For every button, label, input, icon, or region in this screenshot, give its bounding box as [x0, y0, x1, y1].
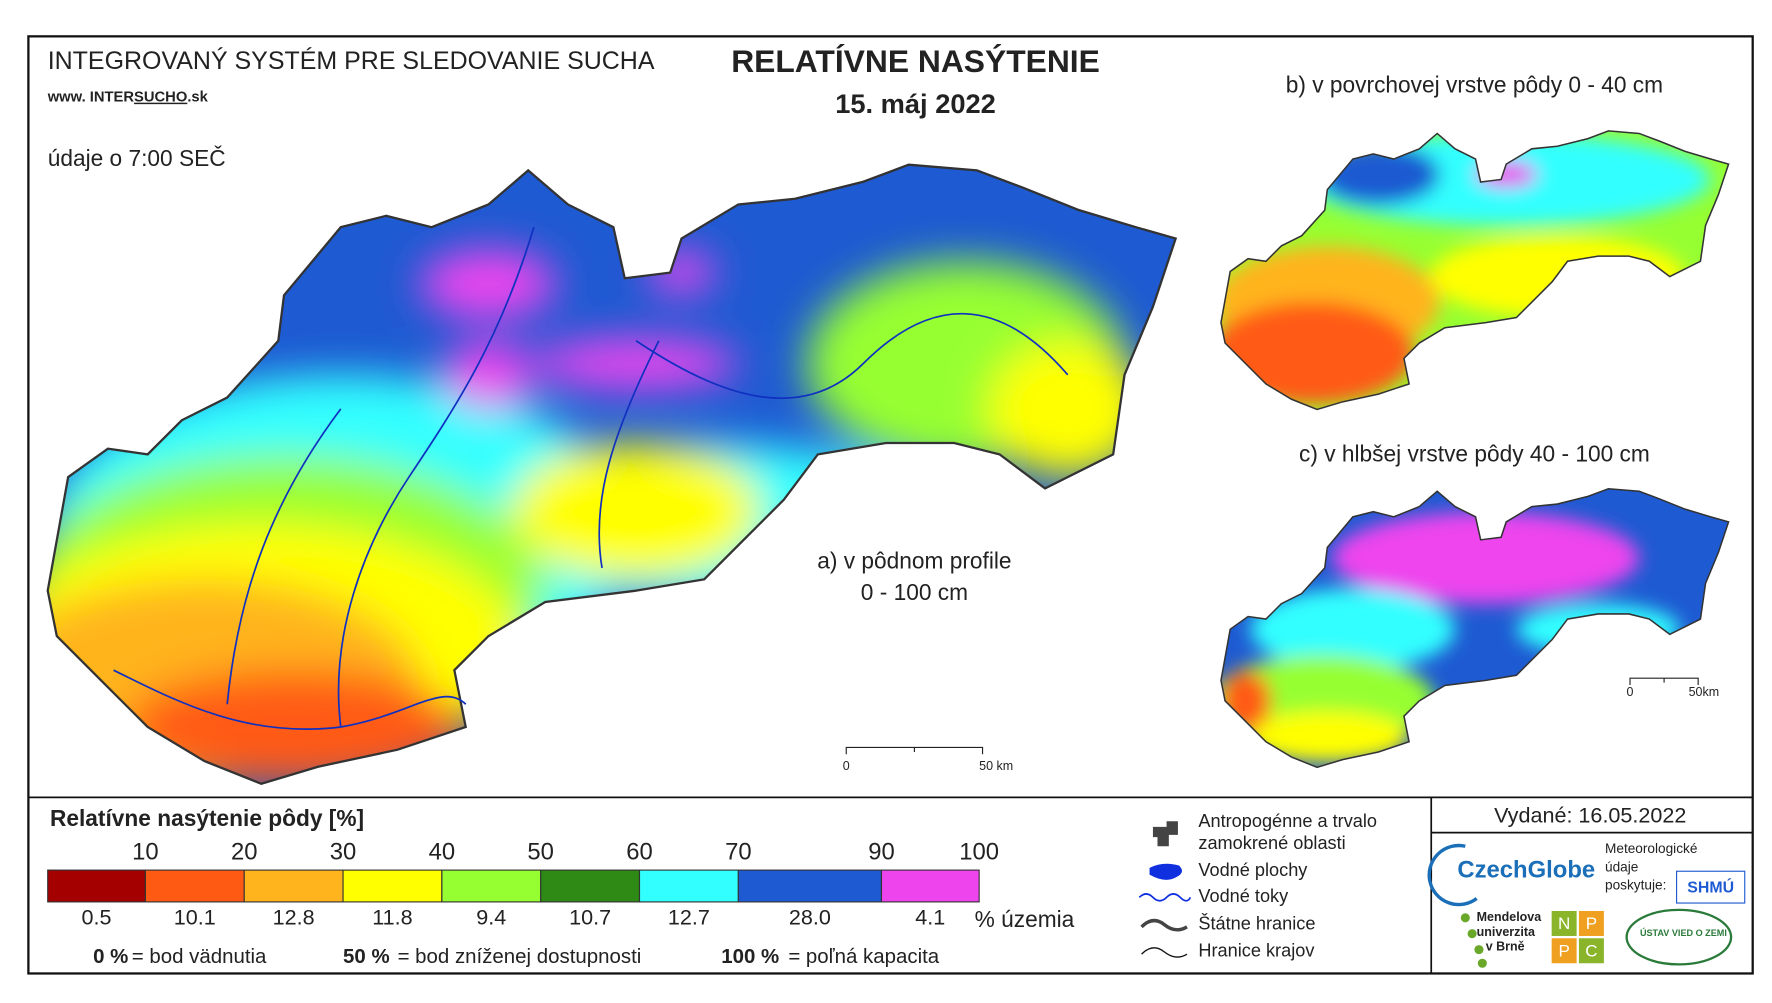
note-key: 50 %	[343, 945, 390, 968]
map-a-label: 0 - 100 cm	[861, 579, 968, 605]
rivers	[113, 226, 1069, 731]
logo-uvz: ÚSTAV VIED O ZEMI	[1640, 927, 1727, 938]
scale-label: 0	[1627, 685, 1634, 699]
legend-swatch	[47, 869, 146, 903]
legend-title: Relatívne nasýtenie pôdy [%]	[50, 805, 364, 831]
map-a-label: a) v pôdnom profile	[817, 547, 1011, 573]
map-b-label: b) v povrchovej vrstve pôdy 0 - 40 cm	[1286, 71, 1663, 97]
legend-swatch	[441, 869, 542, 903]
legend-swatch	[880, 869, 980, 903]
logo-shmu-box	[1676, 870, 1746, 904]
symbol-icon	[1141, 947, 1188, 958]
system-title: INTEGROVANÝ SYSTÉM PRE SLEDOVANIE SUCHA	[48, 46, 655, 75]
symbol-label: Vodné plochy	[1198, 860, 1308, 880]
logo-czechglobe: CzechGlobe	[1457, 857, 1595, 884]
logo-arc	[1427, 843, 1478, 907]
note-text: = poľná kapacita	[788, 945, 939, 968]
symbol-label: Hranice krajov	[1198, 941, 1315, 961]
legend-threshold: 90	[868, 838, 895, 865]
legend-swatch	[540, 869, 641, 903]
logo-letter: N	[1558, 914, 1570, 933]
symbol-icon	[1149, 863, 1182, 880]
note-text: = bod vädnutia	[132, 945, 267, 968]
share-unit: % územia	[975, 906, 1075, 932]
logo-mendel: univerzita	[1477, 925, 1536, 939]
legend-threshold: 70	[725, 838, 752, 865]
legend-threshold: 100	[959, 838, 999, 865]
logo-meteo: údaje	[1605, 859, 1638, 874]
legend: 0.5 10.1 12.8 11.8 9.4 10.7 12.7 28.0 4.1 10 20 30 4…	[47, 838, 999, 930]
symbol-icon	[1152, 821, 1178, 847]
symbol-icon	[1138, 893, 1192, 902]
symbol-legend: Antropogénne a trvalo zamokrené oblasti …	[1138, 811, 1377, 961]
legend-share: 10.7	[569, 905, 611, 930]
scale-bar	[1629, 677, 1699, 685]
legend-swatch	[144, 869, 245, 903]
symbol-label: Antropogénne a trvalo	[1198, 811, 1377, 831]
symbol-label: Vodné toky	[1198, 886, 1289, 906]
note-key: 0 %	[93, 945, 128, 968]
scale-bar	[845, 746, 984, 755]
map-a	[47, 164, 1176, 784]
url-part: .sk	[187, 90, 208, 106]
legend-share: 12.8	[273, 905, 315, 930]
logo-shmu: SHMÚ	[1687, 877, 1734, 896]
legend-threshold: 20	[231, 838, 258, 865]
legend-threshold: 50	[527, 838, 554, 865]
logo-mendel: Mendelova	[1477, 910, 1543, 924]
logo-letter: P	[1586, 914, 1597, 933]
legend-threshold: 40	[429, 838, 456, 865]
logo-mendel-dots	[1460, 913, 1487, 968]
scale-label: 0	[843, 759, 850, 773]
url-part: www. INTER	[47, 90, 135, 106]
map-c	[1220, 487, 1730, 769]
url: www. INTERSUCHO.sk	[47, 90, 209, 106]
logo-letter: C	[1585, 941, 1597, 960]
map-c-label: c) v hlbšej vrstve pôdy 40 - 100 cm	[1299, 440, 1650, 466]
scale-label: 50km	[1689, 685, 1720, 699]
symbol-label: Štátne hranice	[1198, 912, 1315, 933]
logo-uvz-ring	[1625, 908, 1733, 966]
legend-threshold: 10	[132, 838, 159, 865]
time-note: údaje o 7:00 SEČ	[48, 145, 226, 171]
logo-nppc: N P P C	[1551, 910, 1604, 964]
frame	[27, 35, 1754, 975]
symbol-label: zamokrené oblasti	[1198, 833, 1345, 853]
legend-share: 10.1	[174, 905, 216, 930]
note-text: = bod zníženej dostupnosti	[398, 945, 642, 968]
logo-meteo: Meteorologické	[1605, 841, 1697, 856]
logo-letter: P	[1558, 941, 1569, 960]
date: 15. máj 2022	[835, 88, 996, 119]
legend-notes: 0 % = bod vädnutia 50 % = bod zníženej d…	[93, 945, 940, 968]
legend-share: 12.7	[668, 905, 710, 930]
symbol-icon	[1140, 918, 1188, 932]
legend-swatch	[737, 869, 883, 903]
map-b	[1220, 130, 1730, 411]
logo-meteo: poskytuje:	[1605, 878, 1666, 893]
legend-share: 4.1	[915, 905, 945, 930]
legend-swatch	[638, 869, 739, 903]
legend-share: 0.5	[82, 905, 112, 930]
url-part: SUCHO	[134, 90, 187, 106]
legend-threshold: 30	[330, 838, 357, 865]
note-key: 100 %	[721, 945, 779, 968]
legend-swatch	[243, 869, 344, 903]
legend-share: 28.0	[789, 905, 831, 930]
issued: Vydané: 16.05.2022	[1494, 802, 1686, 827]
legend-share: 11.8	[372, 905, 412, 930]
legend-threshold: 60	[626, 838, 653, 865]
scale-label: 50 km	[979, 759, 1013, 773]
legend-share: 9.4	[476, 905, 506, 930]
main-title: RELATÍVNE NASÝTENIE	[731, 43, 1100, 79]
logo-mendel: v Brně	[1486, 940, 1525, 954]
legend-swatch	[342, 869, 443, 903]
